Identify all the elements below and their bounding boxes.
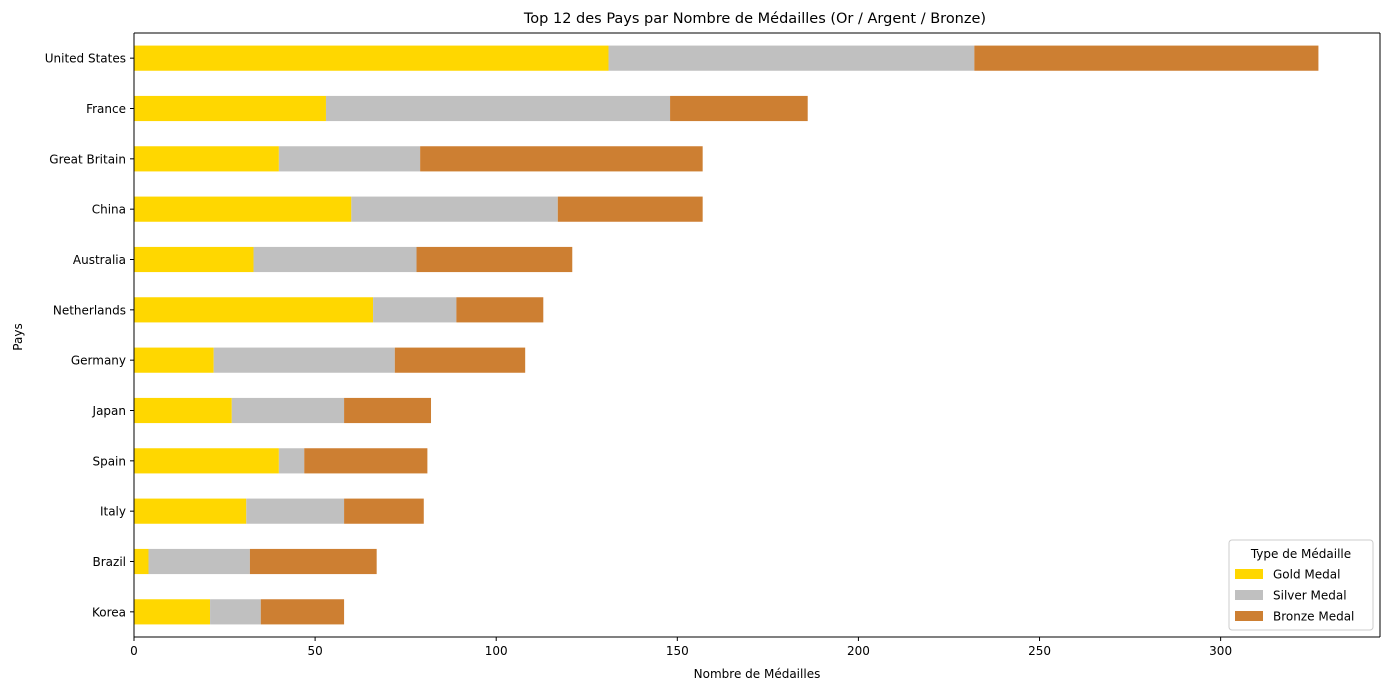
bar-gold-medal-brazil xyxy=(134,548,149,575)
x-tick-label: 100 xyxy=(485,644,508,658)
bar-bronze-medal-china xyxy=(557,196,703,222)
bar-silver-medal-france xyxy=(325,95,671,122)
y-tick-label: France xyxy=(86,102,126,116)
bar-silver-medal-united-states xyxy=(608,45,975,71)
axes-layer: 0 50 100 150 200 250 300 United States France Gre… xyxy=(45,32,1381,658)
bar-bronze-medal-japan xyxy=(344,397,432,424)
bar-gold-medal-japan xyxy=(134,397,232,424)
legend-label: Bronze Medal xyxy=(1273,610,1354,624)
bars-layer xyxy=(134,45,1319,625)
bar-bronze-medal-australia xyxy=(416,246,573,273)
y-tick-label: Korea xyxy=(92,605,126,619)
y-tick-label: Brazil xyxy=(93,555,127,569)
bar-bronze-medal-brazil xyxy=(249,548,377,575)
x-tick-label: 150 xyxy=(666,644,689,658)
y-tick-label: Australia xyxy=(73,253,126,267)
legend-swatch xyxy=(1235,569,1263,579)
bar-gold-medal-united-states xyxy=(134,45,609,71)
y-tick-label: China xyxy=(92,203,126,217)
x-tick-label: 50 xyxy=(307,644,322,658)
bar-gold-medal-china xyxy=(134,196,352,222)
bar-bronze-medal-germany xyxy=(394,347,526,373)
bar-silver-medal-japan xyxy=(231,397,345,424)
bar-bronze-medal-italy xyxy=(344,498,424,524)
bar-silver-medal-italy xyxy=(246,498,345,524)
y-tick-label: Great Britain xyxy=(49,152,126,166)
legend-swatch xyxy=(1235,590,1263,600)
x-tick-label: 300 xyxy=(1209,644,1232,658)
legend-title: Type de Médaille xyxy=(1250,547,1351,561)
y-tick-label: Netherlands xyxy=(53,303,126,317)
bar-gold-medal-italy xyxy=(134,498,247,524)
bar-silver-medal-korea xyxy=(210,599,261,625)
y-tick-label: United States xyxy=(45,52,126,66)
bar-silver-medal-spain xyxy=(278,448,305,474)
bar-gold-medal-great-britain xyxy=(134,146,279,172)
legend: Type de Médaille Gold Medal Silver Medal Br… xyxy=(1228,539,1374,631)
bar-bronze-medal-korea xyxy=(260,599,345,625)
bar-bronze-medal-spain xyxy=(304,448,428,474)
x-tick-label: 0 xyxy=(130,644,138,658)
bar-gold-medal-france xyxy=(134,95,326,122)
legend-label: Silver Medal xyxy=(1273,589,1347,603)
legend-frame xyxy=(1228,539,1374,631)
x-tick-label: 200 xyxy=(847,644,870,658)
legend-label: Gold Medal xyxy=(1273,568,1340,582)
x-axis-title: Nombre de Médailles xyxy=(694,667,821,681)
bar-silver-medal-australia xyxy=(253,246,417,273)
y-tick-label: Germany xyxy=(71,354,126,368)
bar-silver-medal-great-britain xyxy=(278,146,421,172)
bar-silver-medal-netherlands xyxy=(373,297,457,323)
y-axis-title: Pays xyxy=(11,323,25,350)
bar-gold-medal-spain xyxy=(134,448,279,474)
bar-silver-medal-brazil xyxy=(148,548,250,575)
bar-bronze-medal-united-states xyxy=(974,45,1319,71)
bar-gold-medal-germany xyxy=(134,347,214,373)
y-tick-label: Japan xyxy=(92,404,126,418)
chart-title: Top 12 des Pays par Nombre de Médailles … xyxy=(523,11,986,27)
bar-gold-medal-netherlands xyxy=(134,297,374,323)
legend-swatch xyxy=(1235,611,1263,621)
bar-bronze-medal-france xyxy=(670,95,808,122)
bar-bronze-medal-netherlands xyxy=(456,297,544,323)
y-tick-label: Italy xyxy=(100,505,126,519)
x-tick-label: 250 xyxy=(1028,644,1051,658)
bar-silver-medal-germany xyxy=(213,347,395,373)
bar-gold-medal-korea xyxy=(134,599,211,625)
bar-gold-medal-australia xyxy=(134,246,254,273)
bar-silver-medal-china xyxy=(351,196,558,222)
y-tick-label: Spain xyxy=(92,454,126,468)
bar-bronze-medal-great-britain xyxy=(420,146,703,172)
